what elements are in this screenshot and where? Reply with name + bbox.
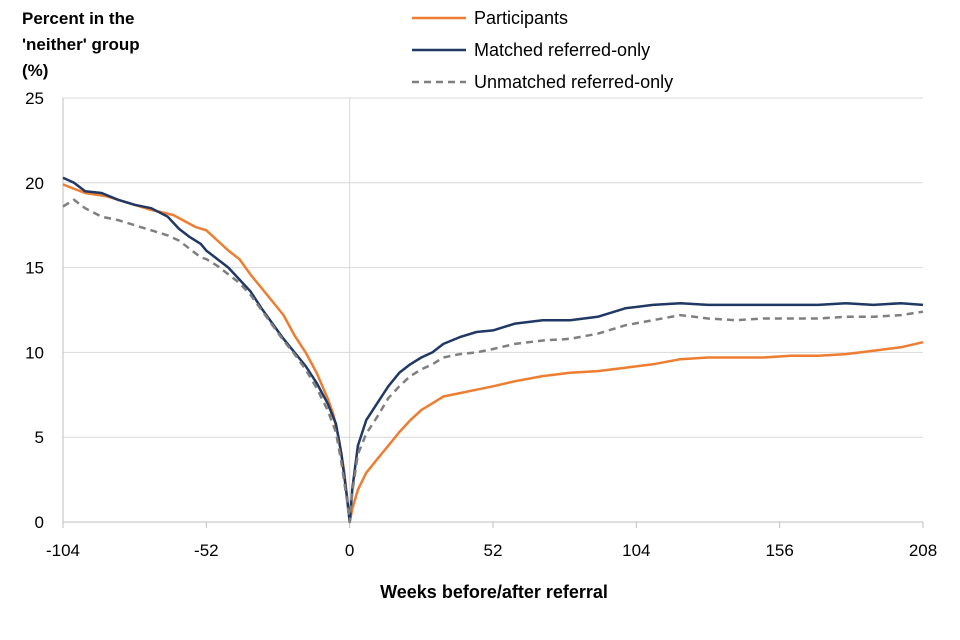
x-axis-title: Weeks before/after referral: [380, 582, 608, 602]
y-axis-title-line-1: Percent in the: [22, 9, 134, 28]
series-line-unmatched-referred-only: [62, 198, 924, 524]
y-tick-label: 10: [25, 343, 44, 362]
x-tick-label: 156: [765, 541, 793, 560]
series-line-participants: [62, 183, 924, 524]
axes: 0 5 10 15 20 25 -104 -52 0 52 104 156 208: [25, 89, 937, 560]
x-tick-label: 208: [909, 541, 937, 560]
x-tick-label: 52: [484, 541, 503, 560]
legend-label-matched-referred-only: Matched referred-only: [474, 40, 650, 60]
y-tick-label: 20: [25, 174, 44, 193]
y-tick-label: 25: [25, 89, 44, 108]
x-tick-label: 0: [345, 541, 354, 560]
x-tick-label: -104: [46, 541, 80, 560]
x-tick-label: -52: [194, 541, 219, 560]
gridlines: [63, 97, 923, 522]
series-lines: [62, 176, 924, 524]
series-line-matched-referred-only: [62, 176, 924, 524]
y-tick-label: 15: [25, 259, 44, 278]
y-axis-title-line-3: (%): [22, 61, 48, 80]
y-tick-label: 0: [35, 513, 44, 532]
legend: Participants Matched referred-only Unmat…: [412, 8, 673, 92]
x-tick-label: 104: [622, 541, 650, 560]
legend-label-participants: Participants: [474, 8, 568, 28]
legend-label-unmatched-referred-only: Unmatched referred-only: [474, 72, 673, 92]
y-tick-label: 5: [35, 428, 44, 447]
y-axis-title-line-2: 'neither' group: [22, 35, 140, 54]
y-axis-title: Percent in the 'neither' group (%): [22, 9, 140, 80]
